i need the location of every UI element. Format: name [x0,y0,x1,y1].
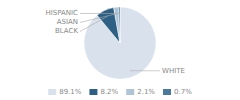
leader-line [80,16,108,31]
slice-label: BLACK [55,27,78,35]
labels: HISPANICASIANBLACK WHITE [45,9,184,74]
legend-label: 8.2% [100,88,118,96]
legend-swatch [126,89,134,95]
slice [84,7,156,79]
legend-swatch [89,89,97,95]
slice-label: ASIAN [57,18,78,26]
slice [114,7,120,43]
legend-label: 0.7% [174,88,192,96]
slice [97,8,120,43]
slices [84,7,156,79]
leader-line [130,70,160,71]
legend-swatch [48,89,56,95]
slice-label: WHITE [162,67,185,75]
slice-label: HISPANIC [45,9,78,17]
legend-swatch [163,89,171,95]
chart: HISPANICASIANBLACK WHITE 89.1% 8.2% 2.1% 0.7% [0,0,240,100]
legend-label: 89.1% [59,88,82,96]
slice [118,7,120,43]
legend-label: 2.1% [137,88,155,96]
leader-line [80,13,119,14]
legend: 89.1% 8.2% 2.1% 0.7% [48,88,192,96]
